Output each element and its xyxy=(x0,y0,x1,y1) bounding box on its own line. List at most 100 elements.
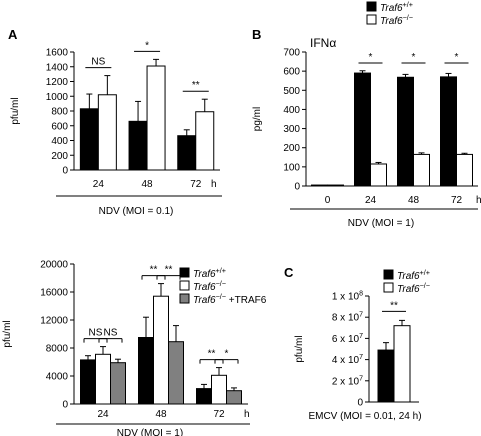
legend-gene: Traf6 xyxy=(397,271,420,282)
y-tick-label: 4 x 107 xyxy=(332,354,363,366)
chart-panel: A 0 200 400 600 800 1000 1200 1400 1600 pfu/ml 24 48… xyxy=(8,27,222,217)
y-tick-base: 2 x 10 xyxy=(332,376,360,387)
legend-gene: Traf6 xyxy=(193,282,216,293)
y-tick-label: 4000 xyxy=(46,372,69,383)
y-tick-exp: 7 xyxy=(359,333,363,340)
bar xyxy=(95,353,111,405)
y-tick-label: 0 xyxy=(62,166,68,177)
y-tick-label: 600 xyxy=(283,67,300,78)
legend-swatch xyxy=(366,1,377,12)
legend-genotype: +/+ xyxy=(420,268,430,277)
bar xyxy=(211,374,227,405)
legend-entry: Traf6+/+ xyxy=(397,268,430,282)
legend-gene: Traf6 xyxy=(397,284,420,295)
legend-entry: Traf6−/− +TRAF6 xyxy=(193,292,267,306)
y-tick-label: 1 x 108 xyxy=(332,291,363,303)
significance-label: NS xyxy=(89,328,103,339)
significance-label: * xyxy=(225,349,229,360)
y-tick-exp: 7 xyxy=(359,312,363,319)
bar xyxy=(97,94,117,171)
x-tick-label: 24 xyxy=(365,195,377,206)
y-tick-exp: 7 xyxy=(359,375,363,382)
significance-label: * xyxy=(145,40,149,51)
y-tick-label: 500 xyxy=(283,86,300,97)
legend-gene: Traf6 xyxy=(380,3,403,14)
bar xyxy=(153,295,169,405)
significance-label: NS xyxy=(104,328,118,339)
bar xyxy=(413,153,430,187)
y-tick-label: 700 xyxy=(283,48,300,59)
legend-swatch xyxy=(179,280,190,291)
legend-swatch xyxy=(179,267,190,278)
chart-panel: B IFNα 0 100 200 300 400 500 600 700 pg/ml 0 24 48 72 *… xyxy=(252,27,481,229)
y-axis-label: pg/ml xyxy=(252,107,263,131)
significance-label: ** xyxy=(208,349,216,360)
legend-swatch xyxy=(383,269,394,280)
y-tick-label: 800 xyxy=(51,107,68,118)
y-tick-label: 0 xyxy=(357,398,363,409)
x-unit-label: h xyxy=(476,195,481,206)
y-axis-label: pfu/ml xyxy=(10,97,21,124)
y-tick-label: 8000 xyxy=(46,344,69,355)
legend-swatch xyxy=(383,282,394,293)
x-axis-label: NDV (MOI = 1) xyxy=(348,218,414,229)
legend-gene: Traf6 xyxy=(380,16,403,27)
chart-panel: 0 4000 8000 12000 16000 20000 pfu/ml 24 48 72 NS NS… xyxy=(2,260,267,436)
significance-label: ** xyxy=(150,265,158,276)
significance-label: ** xyxy=(165,265,173,276)
bar xyxy=(195,111,215,171)
x-tick-label: 72 xyxy=(451,195,463,206)
x-axis-label: NDV (MOI = 1) xyxy=(117,428,183,436)
legend-entry: Traf6−/− xyxy=(380,13,413,27)
y-tick-base: 4 x 10 xyxy=(332,355,360,366)
panel-label: B xyxy=(252,27,261,42)
legend-gene: Traf6 xyxy=(193,295,216,306)
bar xyxy=(311,184,328,187)
y-tick-label: 1600 xyxy=(46,48,69,59)
y-tick-label: 2 x 107 xyxy=(332,375,363,387)
legend-entry: Traf6−/− xyxy=(397,281,430,295)
bar xyxy=(393,325,411,403)
bar xyxy=(456,153,473,187)
bar xyxy=(196,388,212,405)
y-tick-label: 20000 xyxy=(40,260,68,271)
x-tick-label: 0 xyxy=(325,195,331,206)
y-tick-label: 6 x 107 xyxy=(332,333,363,345)
y-tick-label: 1200 xyxy=(46,77,69,88)
bar xyxy=(79,108,99,171)
x-unit-label: h xyxy=(244,409,250,420)
legend-genotype: −/− xyxy=(216,292,226,301)
y-tick-label: 400 xyxy=(51,136,68,147)
y-tick-base: 0 xyxy=(357,398,363,409)
bar xyxy=(440,76,457,187)
y-tick-exp: 7 xyxy=(359,354,363,361)
y-tick-label: 1000 xyxy=(46,92,69,103)
bar xyxy=(168,341,184,405)
significance-label: ** xyxy=(390,300,398,311)
legend-entry: Traf6+/+ xyxy=(193,266,226,280)
x-tick-label: 72 xyxy=(213,409,225,420)
bar xyxy=(377,349,395,403)
y-tick-label: 0 xyxy=(294,182,300,193)
x-axis-label: NDV (MOI = 0.1) xyxy=(99,206,174,217)
y-tick-label: 1400 xyxy=(46,62,69,73)
legend-entry: Traf6+/+ xyxy=(380,0,413,14)
x-tick-label: 72 xyxy=(190,179,202,190)
x-tick-label: 48 xyxy=(408,195,420,206)
bar xyxy=(146,65,166,171)
legend-genotype: −/− xyxy=(403,13,413,22)
y-tick-label: 8 x 107 xyxy=(332,312,363,324)
x-unit-label: h xyxy=(211,179,217,190)
panel-label: A xyxy=(8,27,18,42)
significance-label: * xyxy=(412,52,416,63)
x-tick-label: 48 xyxy=(155,409,167,420)
x-tick-label: 48 xyxy=(141,179,153,190)
bar xyxy=(370,163,387,187)
x-tick-label: 24 xyxy=(93,179,105,190)
significance-label: * xyxy=(369,52,373,63)
bar xyxy=(80,359,96,405)
bar xyxy=(327,184,344,187)
bar xyxy=(177,135,197,171)
x-axis-label: EMCV (MOI = 0.01, 24 h) xyxy=(308,411,421,422)
chart-title: IFNα xyxy=(310,36,336,50)
